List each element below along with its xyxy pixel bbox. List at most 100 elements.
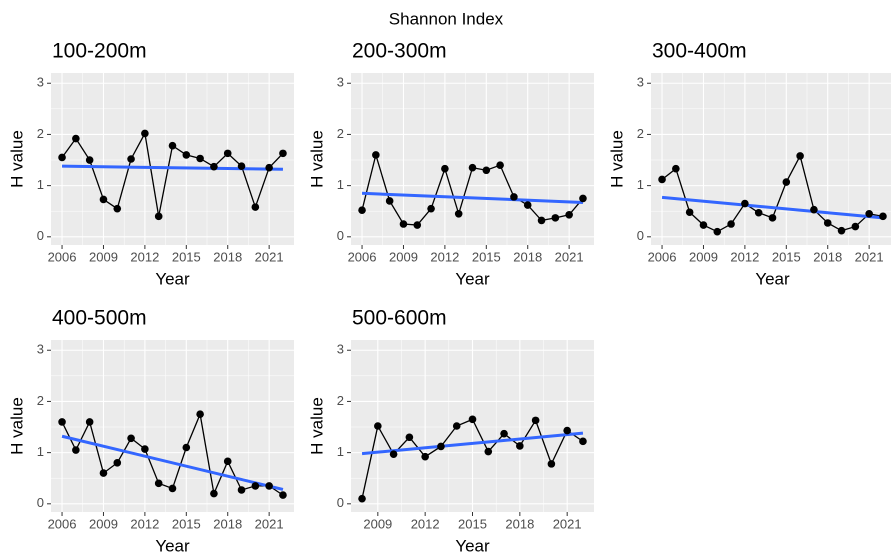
x-axis-label: Year xyxy=(155,269,190,288)
data-point xyxy=(563,426,571,435)
panel-title: 400-500m xyxy=(52,307,147,330)
data-point xyxy=(99,195,108,204)
x-tick-label: 2018 xyxy=(513,249,542,264)
y-tick-label: 1 xyxy=(337,444,344,459)
trend-line xyxy=(361,431,584,456)
data-point xyxy=(484,447,493,456)
data-point xyxy=(196,410,204,419)
data-point xyxy=(547,460,556,468)
x-tick-label: 2015 xyxy=(458,516,487,531)
data-point xyxy=(551,214,560,222)
data-point xyxy=(468,163,477,172)
data-point xyxy=(265,163,273,172)
x-tick-label: 2006 xyxy=(48,516,77,531)
data-point xyxy=(405,433,414,442)
data-point xyxy=(279,491,287,499)
x-tick-label: 2006 xyxy=(48,249,77,264)
y-tick-label: 0 xyxy=(637,228,644,243)
data-point xyxy=(531,416,540,425)
x-tick-label: 2009 xyxy=(89,516,118,531)
data-point xyxy=(237,162,246,170)
data-point xyxy=(754,208,763,217)
x-tick-label: 2012 xyxy=(430,249,459,264)
x-tick-label: 2021 xyxy=(555,249,584,264)
data-point xyxy=(537,216,546,225)
panel-title: 200-300m xyxy=(352,40,447,63)
data-point xyxy=(399,220,408,228)
y-tick-label: 2 xyxy=(37,126,44,141)
y-tick-label: 2 xyxy=(337,126,344,141)
data-point xyxy=(182,151,191,159)
x-tick-label: 2021 xyxy=(553,516,582,531)
data-point xyxy=(358,494,366,503)
data-point xyxy=(99,469,108,477)
data-point xyxy=(727,220,735,228)
data-point xyxy=(127,155,135,163)
y-tick-label: 0 xyxy=(337,495,344,510)
data-point xyxy=(421,452,429,461)
data-point xyxy=(413,221,422,229)
data-point xyxy=(154,212,163,221)
y-tick-label: 3 xyxy=(637,75,644,90)
data-point xyxy=(237,486,246,494)
x-axis-label: Year xyxy=(455,269,490,288)
y-axis-label: H value xyxy=(307,397,326,455)
data-point xyxy=(385,197,394,205)
panel-title: 100-200m xyxy=(52,40,147,63)
data-point xyxy=(72,446,80,454)
y-axis-label: H value xyxy=(607,130,626,188)
x-tick-label: 2018 xyxy=(505,516,534,531)
y-axis-label: H value xyxy=(7,397,26,455)
data-point xyxy=(251,203,260,211)
data-point xyxy=(579,194,587,203)
data-point xyxy=(358,206,366,214)
trend-line xyxy=(61,434,284,491)
data-point xyxy=(223,457,232,466)
data-point xyxy=(210,489,218,498)
data-point xyxy=(768,214,777,222)
panel: 0 1 2 3 2006 2009 2012 2015 2018 2021 300-400m Year… xyxy=(607,40,891,288)
x-tick-label: 2018 xyxy=(213,249,242,264)
y-axis-label: H value xyxy=(307,130,326,188)
data-point xyxy=(741,199,749,208)
y-tick-label: 1 xyxy=(337,177,344,192)
data-point xyxy=(782,178,791,186)
data-point xyxy=(823,219,832,227)
panel-title: 300-400m xyxy=(652,40,747,63)
data-point xyxy=(85,156,94,164)
data-point xyxy=(658,175,666,184)
y-tick-label: 0 xyxy=(37,495,44,510)
data-point xyxy=(685,208,694,217)
data-point xyxy=(72,134,80,143)
data-point xyxy=(510,193,518,201)
data-point xyxy=(251,482,260,490)
data-point xyxy=(58,153,66,162)
y-tick-label: 1 xyxy=(37,177,44,192)
data-point xyxy=(374,422,382,430)
x-tick-label: 2012 xyxy=(130,249,159,264)
data-point xyxy=(196,154,204,163)
data-point xyxy=(454,209,463,218)
x-tick-label: 2018 xyxy=(213,516,242,531)
panel: 0 1 2 3 2009 2012 2015 2018 2021 500-600m Year H va… xyxy=(307,307,594,555)
x-axis-label: Year xyxy=(755,269,790,288)
data-point xyxy=(437,442,445,451)
data-point xyxy=(223,149,232,158)
y-axis-label: H value xyxy=(7,130,26,188)
y-tick-label: 3 xyxy=(37,342,44,357)
data-point xyxy=(279,149,287,158)
x-tick-label: 2006 xyxy=(348,249,377,264)
data-point xyxy=(265,482,273,490)
y-tick-label: 3 xyxy=(337,75,344,90)
data-point xyxy=(516,442,524,450)
data-point xyxy=(468,415,477,424)
x-tick-label: 2009 xyxy=(389,249,418,264)
y-tick-label: 3 xyxy=(337,342,344,357)
x-tick-label: 2009 xyxy=(689,249,718,264)
data-point xyxy=(837,226,846,235)
x-tick-label: 2009 xyxy=(363,516,392,531)
data-point xyxy=(113,204,122,213)
y-tick-label: 1 xyxy=(37,444,44,459)
